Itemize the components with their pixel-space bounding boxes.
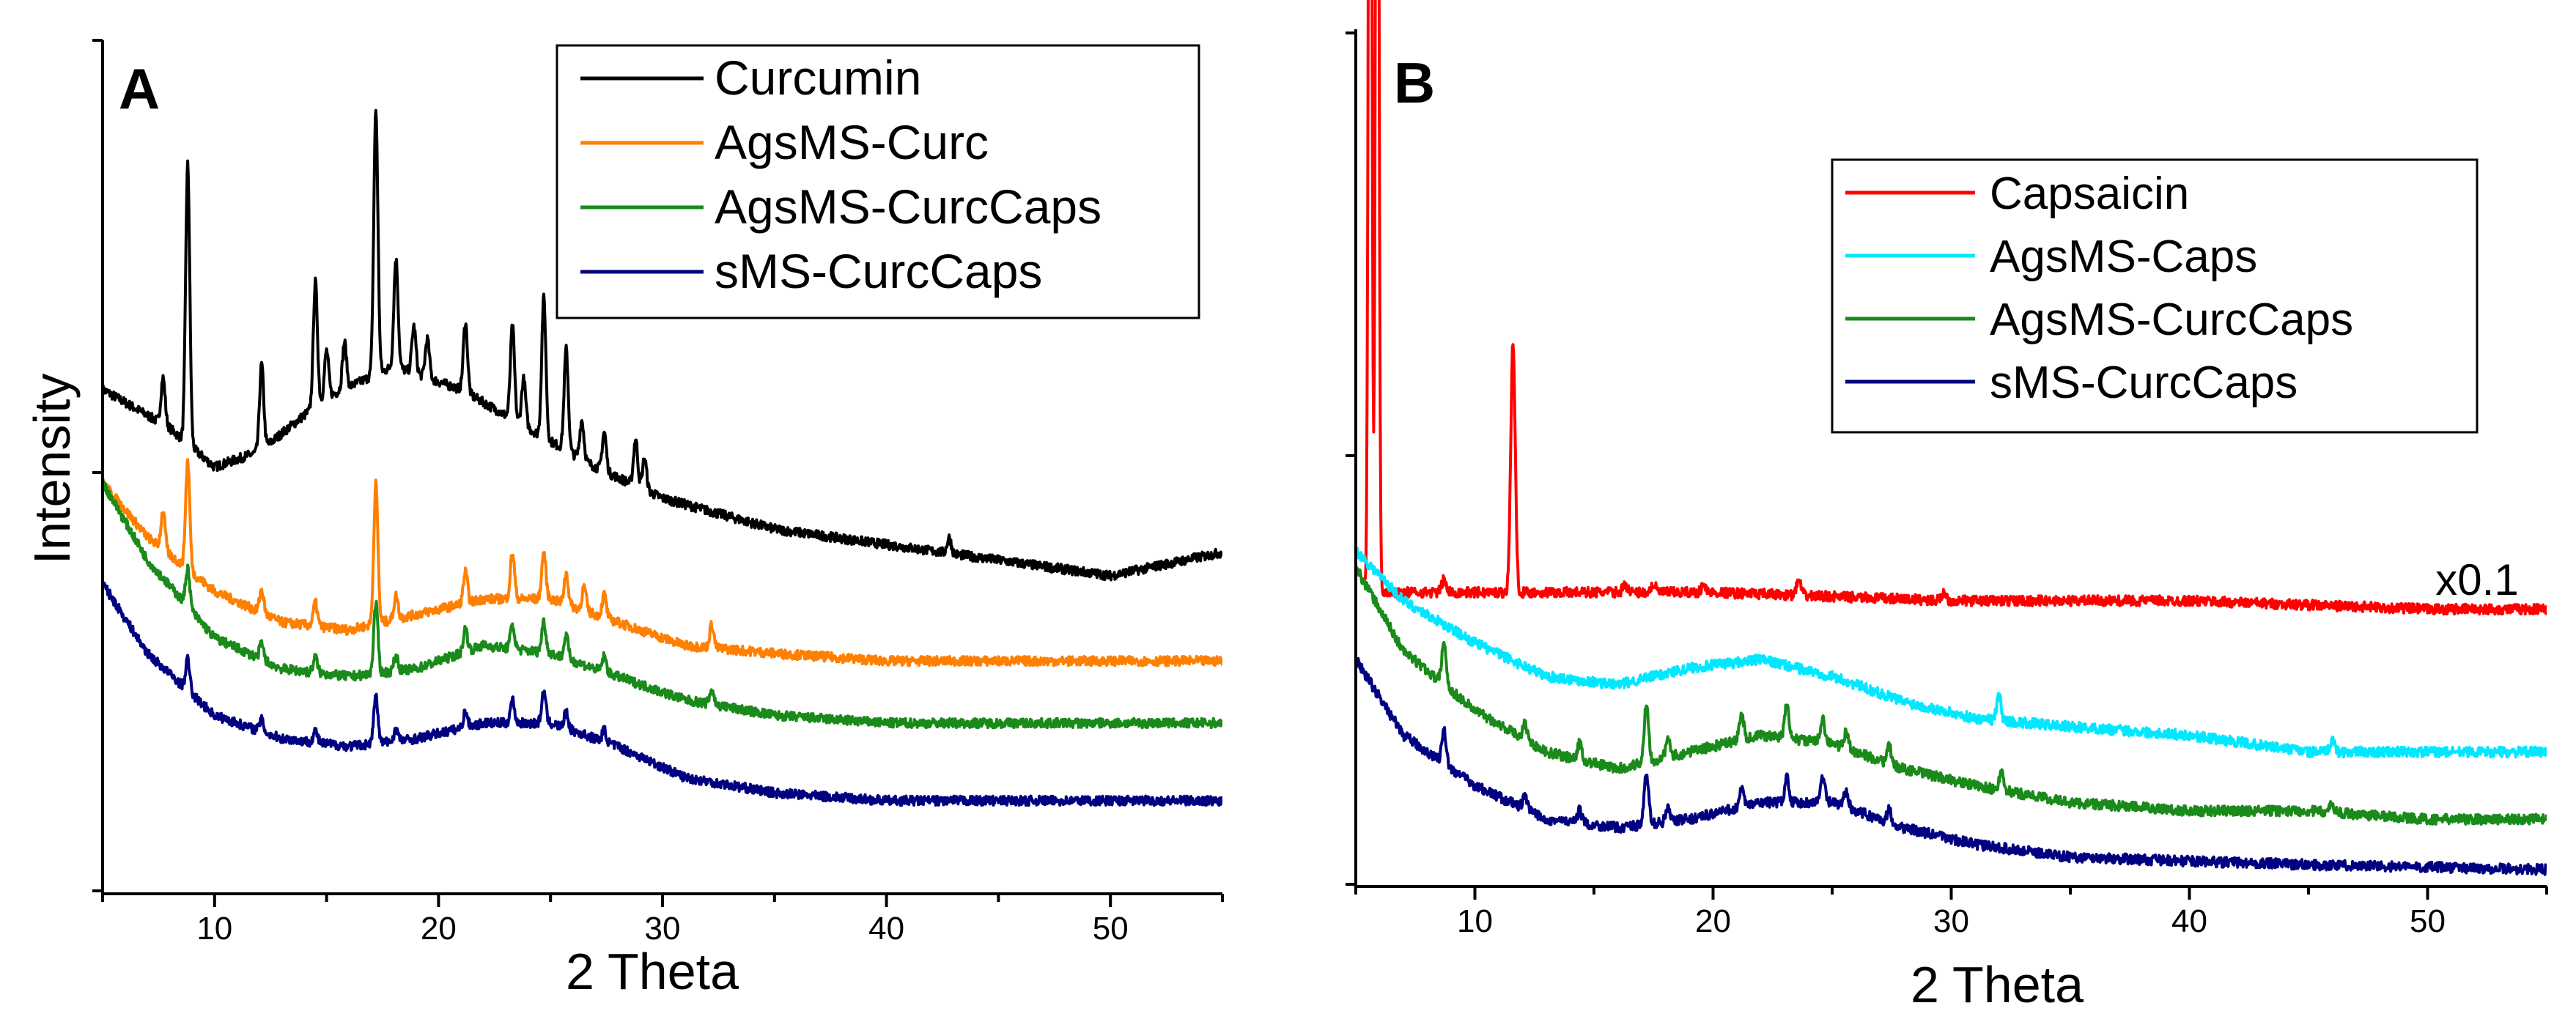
scale-annotation: x0.1 [2435,555,2518,604]
x-tick-label: 20 [1695,903,1731,939]
legend-label: AgsMS-Curc [715,115,989,169]
x-tick-label: 10 [196,911,232,947]
x-tick-label: 40 [868,911,904,947]
panel-b: 10 20 30 40 50 2 Theta Bx0.1 Capsaicin AgsMS-Cap… [1346,0,2548,1013]
x-axis-title: 2 Theta [566,943,739,1000]
series-line-agsms-curccaps [1356,566,2547,826]
series-line-sms-curccaps [1356,656,2547,876]
panel-a: 10 20 30 40 50 2 Theta Intensity A Curcumin AgsMS… [23,39,1224,1000]
x-tick-label: 20 [421,911,457,947]
legend-label: sMS-CurcCaps [1990,358,2298,408]
legend: Curcumin AgsMS-Curc AgsMS-CurcCaps sMS-Curc… [556,44,1200,319]
series-line-curcumin [103,108,1222,582]
legend-label: AgsMS-CurcCaps [1990,295,2353,345]
series-line-agsms-curccaps [103,480,1222,730]
legend: Capsaicin AgsMS-Caps AgsMS-CurcCaps sMS-Cur… [1831,158,2479,434]
series-line-sms-curccaps [103,581,1222,807]
legend-label: sMS-CurcCaps [715,244,1042,298]
series-line-capsaicin [1364,0,2547,616]
x-tick-label: 30 [1933,903,1969,939]
x-tick-label: 40 [2171,903,2207,939]
x-tick-label: 30 [645,911,681,947]
y-axis-title: Intensity [23,374,81,565]
legend-label: Curcumin [715,51,921,105]
x-tick-label: 50 [1093,911,1129,947]
x-tick-label: 50 [2410,903,2446,939]
legend-label: AgsMS-CurcCaps [715,179,1101,234]
x-tick-label: 10 [1457,903,1493,939]
x-axis-title: 2 Theta [1911,956,2084,1013]
panel-letter: A [119,56,160,121]
panel-letter: B [1394,51,1435,115]
legend-box [1831,158,2479,434]
legend-label: Capsaicin [1990,169,2189,219]
legend-label: AgsMS-Caps [1990,232,2257,282]
series-line-agsms-curc [103,458,1222,667]
series-line-agsms-caps [1356,546,2547,759]
